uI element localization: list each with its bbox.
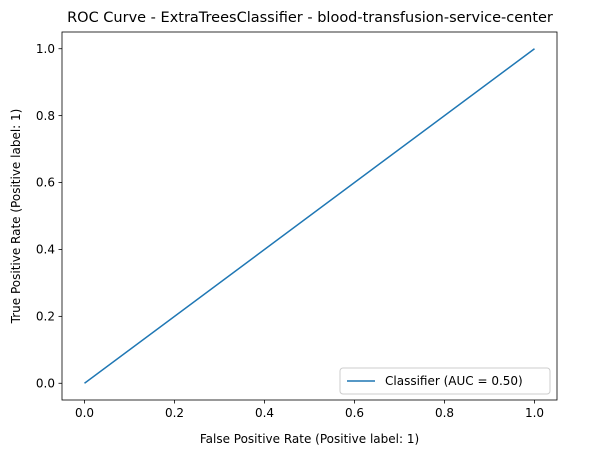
x-tick-label: 0.8 [435,406,454,420]
y-axis-label: True Positive Rate (Positive label: 1) [9,109,23,325]
y-tick-label: 0.4 [36,243,55,257]
legend-box [339,367,551,395]
x-tick-label: 1.0 [525,406,544,420]
x-tick-label: 0.0 [75,406,94,420]
series-layer [84,48,535,384]
x-tick-label: 0.2 [165,406,184,420]
y-tick-label: 0.0 [36,376,55,390]
y-tick-label: 0.2 [36,310,55,324]
legend-label: Classifier (AUC = 0.50) [385,374,523,388]
roc-curve-line [84,48,535,384]
x-tick-label: 0.6 [345,406,364,420]
y-axis-ticks: 0.0 0.2 0.4 0.6 0.8 1.0 [36,42,62,390]
y-tick-label: 0.8 [36,109,55,123]
y-tick-label: 0.6 [36,176,55,190]
x-axis-ticks: 0.0 0.2 0.4 0.6 0.8 1.0 [75,400,544,420]
y-tick-label: 1.0 [36,42,55,56]
legend: Classifier (AUC = 0.50) [339,367,551,395]
x-axis-label: False Positive Rate (Positive label: 1) [200,432,419,446]
x-tick-label: 0.4 [255,406,274,420]
plot-frame [61,31,558,401]
chart-title: ROC Curve - ExtraTreesClassifier - blood… [67,10,553,26]
